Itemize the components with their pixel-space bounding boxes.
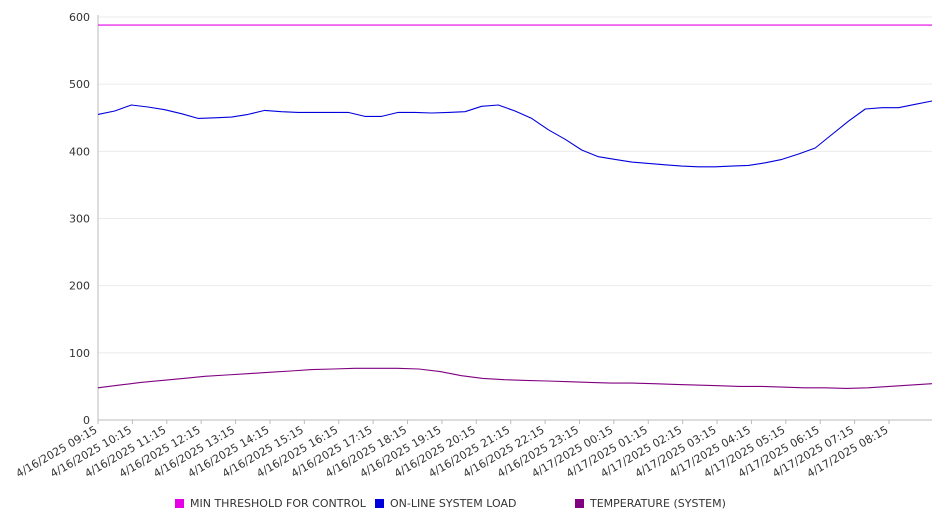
y-tick-label-5: 500	[69, 78, 90, 91]
series-line-load	[97, 100, 933, 168]
y-tick-label-4: 400	[69, 145, 90, 158]
legend-swatch-threshold	[175, 499, 184, 508]
legend-swatch-load	[375, 499, 384, 508]
legend: MIN THRESHOLD FOR CONTROL ON-LINE SYSTEM…	[0, 497, 946, 515]
y-tick-label-0: 0	[83, 414, 90, 427]
series-line-temperature	[97, 367, 933, 389]
y-tick-label-1: 100	[69, 347, 90, 360]
legend-label-temperature: TEMPERATURE (SYSTEM)	[590, 497, 726, 510]
legend-label-load: ON-LINE SYSTEM LOAD	[390, 497, 517, 510]
y-tick-label-2: 200	[69, 280, 90, 293]
legend-item-load: ON-LINE SYSTEM LOAD	[375, 497, 516, 510]
legend-swatch-temperature	[575, 499, 584, 508]
y-tick-label-3: 300	[69, 213, 90, 226]
legend-item-threshold: MIN THRESHOLD FOR CONTROL	[175, 497, 366, 510]
legend-item-temperature: TEMPERATURE (SYSTEM)	[575, 497, 726, 510]
legend-label-threshold: MIN THRESHOLD FOR CONTROL	[190, 497, 366, 510]
y-tick-label-6: 600	[69, 11, 90, 24]
